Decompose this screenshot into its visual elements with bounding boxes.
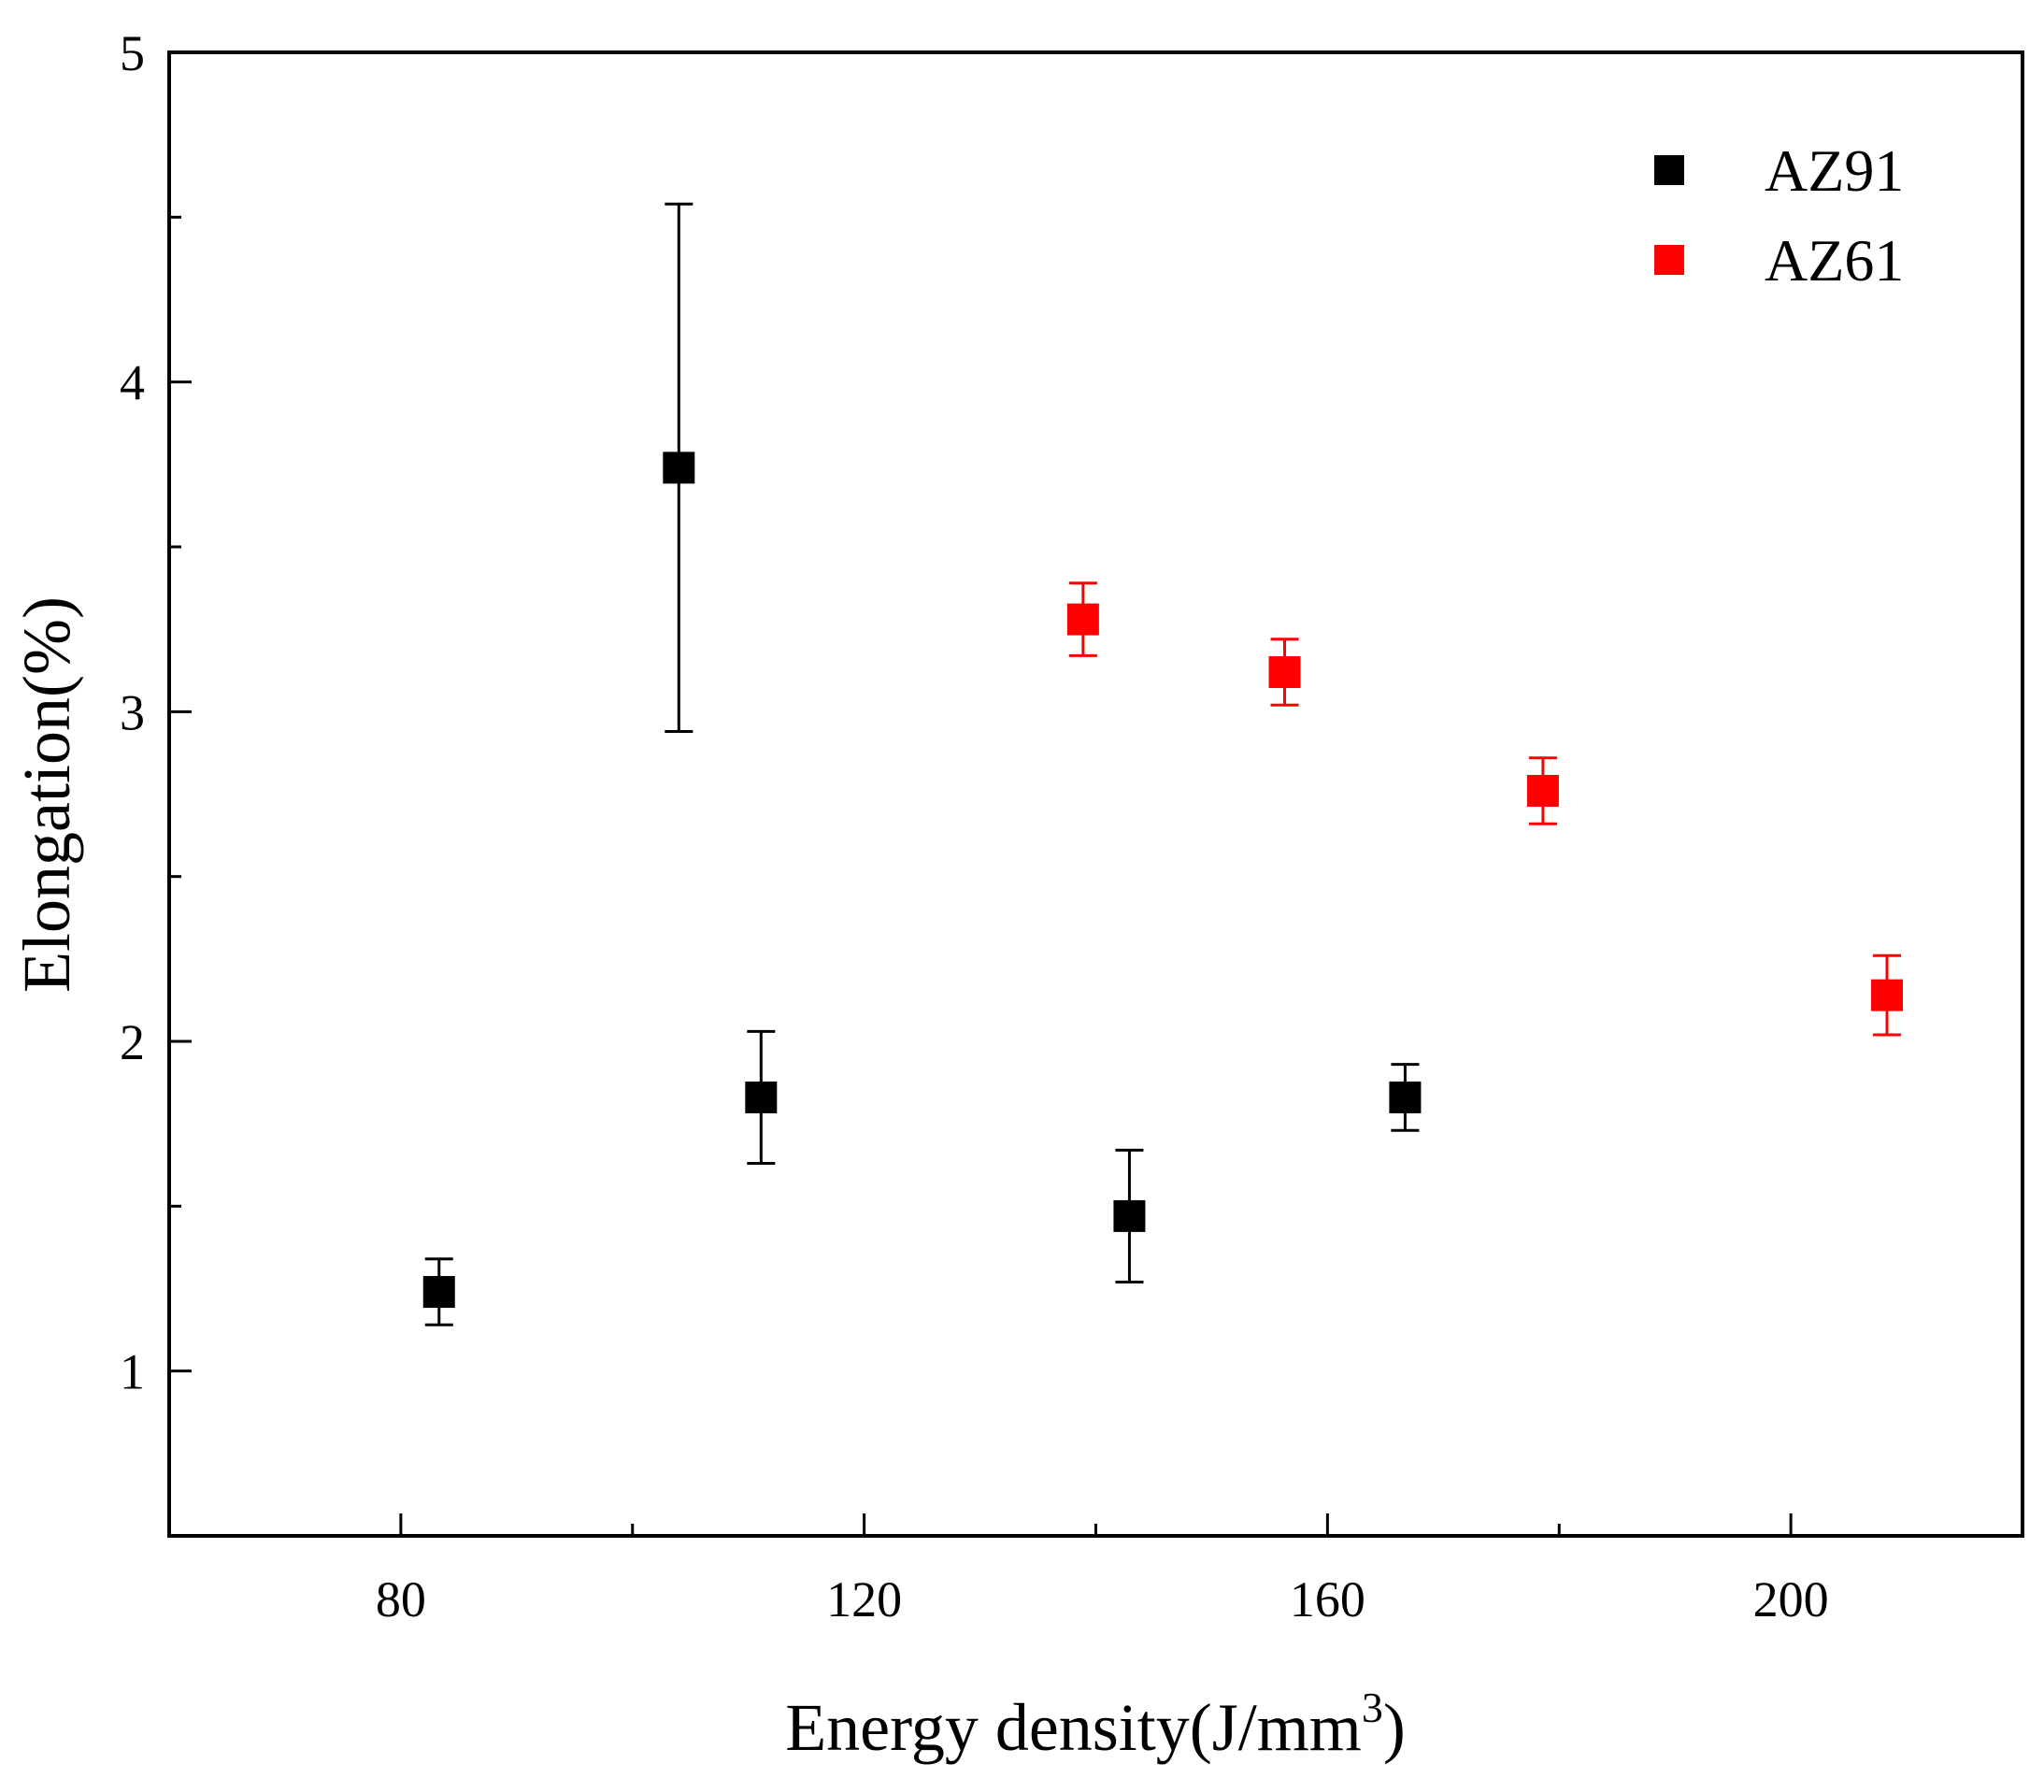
x-axis-title-suffix: ) <box>1383 1690 1406 1765</box>
data-point <box>1066 603 1099 636</box>
x-axis-title-main: Energy density(J/mm <box>785 1690 1362 1765</box>
y-tick-label: 3 <box>120 684 145 740</box>
y-tick-label: 5 <box>120 25 145 81</box>
data-point <box>745 1081 778 1113</box>
data-point <box>1113 1199 1146 1232</box>
y-tick-label: 2 <box>120 1014 145 1070</box>
y-axis-ticks: 1 2 3 4 5 <box>120 25 192 1400</box>
legend-marker-az61 <box>1654 245 1684 275</box>
data-point <box>663 452 695 484</box>
data-point <box>1526 774 1559 807</box>
x-tick-label: 80 <box>376 1571 426 1627</box>
series-az61 <box>1066 581 1903 1037</box>
data-point <box>1870 979 1903 1011</box>
x-tick-label: 160 <box>1290 1571 1365 1627</box>
y-tick-label: 1 <box>120 1344 145 1400</box>
y-axis-title: Elongation(%) <box>9 596 84 993</box>
x-tick-label: 200 <box>1753 1571 1829 1627</box>
legend-marker-az91 <box>1654 155 1684 185</box>
plot-frame <box>167 50 2024 1538</box>
x-tick-label: 120 <box>826 1571 902 1627</box>
legend-label-az61: AZ61 <box>1765 227 1904 294</box>
x-axis-ticks: 80 120 160 200 <box>376 1513 1829 1627</box>
data-point <box>1268 656 1301 689</box>
data-point <box>422 1276 455 1309</box>
series-layer <box>422 202 1903 1326</box>
series-az91 <box>422 202 1422 1326</box>
legend: AZ91 AZ61 <box>1654 137 1904 294</box>
y-tick-label: 4 <box>120 355 145 411</box>
legend-label-az91: AZ91 <box>1765 137 1904 204</box>
x-axis-title: Energy density(J/mm3) <box>785 1684 1406 1765</box>
data-point <box>1389 1081 1422 1113</box>
x-axis-title-superscript: 3 <box>1362 1684 1383 1731</box>
